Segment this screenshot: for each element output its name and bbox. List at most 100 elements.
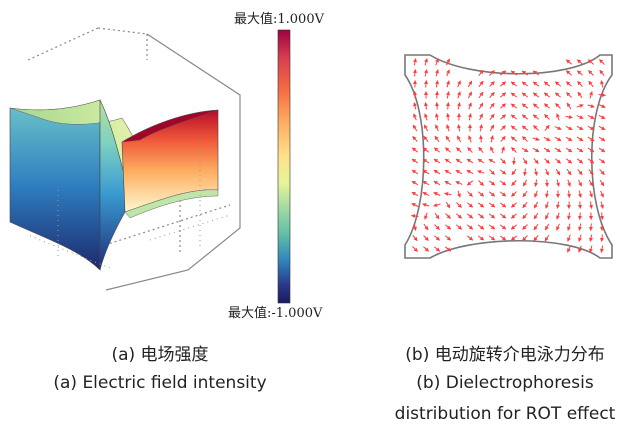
force-arrow [567, 223, 571, 231]
force-arrow [488, 158, 496, 164]
force-arrow [423, 246, 429, 252]
force-arrow [588, 59, 594, 65]
force-arrow [545, 168, 549, 176]
force-arrow [499, 213, 507, 219]
electric-field-3d-plot [9, 27, 241, 291]
force-arrow [422, 147, 430, 153]
force-arrow [587, 104, 595, 108]
force-arrow [413, 91, 417, 99]
force-arrow [445, 201, 451, 209]
force-arrow [555, 168, 561, 176]
force-arrow [489, 92, 495, 98]
force-arrow [489, 124, 495, 132]
force-arrow [521, 147, 529, 153]
force-arrow [598, 114, 606, 120]
force-arrow [433, 147, 441, 153]
force-arrow [488, 213, 496, 219]
force-arrow [499, 202, 507, 208]
force-arrow [567, 190, 571, 198]
caption-b-en-line2: distribution for ROT effect [394, 404, 616, 424]
force-arrow [434, 224, 440, 230]
force-arrow [489, 102, 495, 110]
force-arrow [522, 201, 528, 209]
force-arrow [424, 80, 428, 88]
electrode-outline [404, 54, 613, 259]
force-arrow [490, 135, 494, 143]
force-arrow [565, 158, 573, 164]
force-arrow [599, 179, 605, 187]
force-arrow [567, 212, 571, 220]
force-arrow [565, 136, 573, 142]
force-arrow [543, 136, 551, 142]
force-arrow [413, 113, 417, 121]
force-arrow [477, 170, 485, 174]
caption-b-en-line1: (b) Dielectrophoresis [416, 373, 594, 393]
force-arrow [511, 202, 517, 208]
force-arrow [522, 224, 528, 230]
force-arrow [455, 158, 463, 164]
force-arrow [446, 91, 450, 99]
force-arrow [532, 114, 540, 120]
force-arrow [510, 70, 518, 76]
force-arrow [578, 212, 582, 220]
force-arrow [544, 234, 550, 242]
force-arrow [510, 125, 518, 131]
force-arrow [457, 190, 461, 198]
force-arrow [433, 203, 441, 207]
force-arrow [576, 147, 584, 153]
force-arrow [587, 158, 595, 164]
force-arrow [435, 91, 439, 99]
force-arrow [578, 223, 582, 231]
force-arrow [600, 234, 604, 242]
force-arrow [413, 69, 417, 77]
force-arrow [578, 245, 582, 253]
force-arrow [411, 180, 419, 186]
force-arrow [477, 158, 485, 164]
force-arrow [468, 113, 472, 121]
force-arrow [424, 58, 428, 66]
force-arrow [588, 179, 594, 187]
force-arrow [599, 169, 605, 175]
force-arrow [444, 158, 452, 164]
force-arrow [435, 80, 439, 88]
force-arrow [413, 223, 417, 231]
force-arrow [567, 179, 571, 187]
colorbar-max-label: 最大值:1.000V [234, 12, 324, 27]
force-arrow [446, 69, 450, 77]
force-arrow [446, 124, 450, 132]
force-arrow [466, 213, 474, 219]
force-arrow [510, 103, 518, 109]
force-arrow [576, 104, 584, 108]
force-arrow [511, 191, 517, 197]
force-arrow [510, 136, 518, 142]
force-arrow [489, 81, 495, 87]
force-arrow [499, 224, 507, 230]
force-arrow [510, 114, 518, 120]
force-arrow [467, 91, 473, 99]
force-arrow [455, 224, 463, 230]
force-arrow [545, 201, 549, 209]
force-arrow [488, 224, 496, 230]
force-arrow [468, 135, 472, 143]
force-arrow [423, 223, 429, 231]
force-arrow [457, 91, 461, 99]
rot-dep-vector-field [404, 54, 613, 259]
force-arrow [567, 234, 571, 242]
force-arrow [554, 126, 562, 130]
force-arrow [456, 135, 462, 143]
force-arrow [445, 213, 451, 219]
force-arrow [545, 212, 549, 220]
force-arrow [600, 201, 604, 209]
force-arrow [479, 124, 483, 132]
force-arrow [478, 91, 484, 99]
force-arrow [457, 102, 461, 110]
force-arrow [445, 147, 451, 153]
force-arrow [467, 147, 473, 153]
force-arrow [477, 191, 485, 197]
force-arrow [578, 190, 582, 198]
force-arrow [411, 158, 419, 164]
force-arrow [423, 135, 429, 143]
force-arrow [545, 190, 549, 198]
force-arrow [554, 81, 562, 87]
force-arrow [479, 135, 483, 143]
